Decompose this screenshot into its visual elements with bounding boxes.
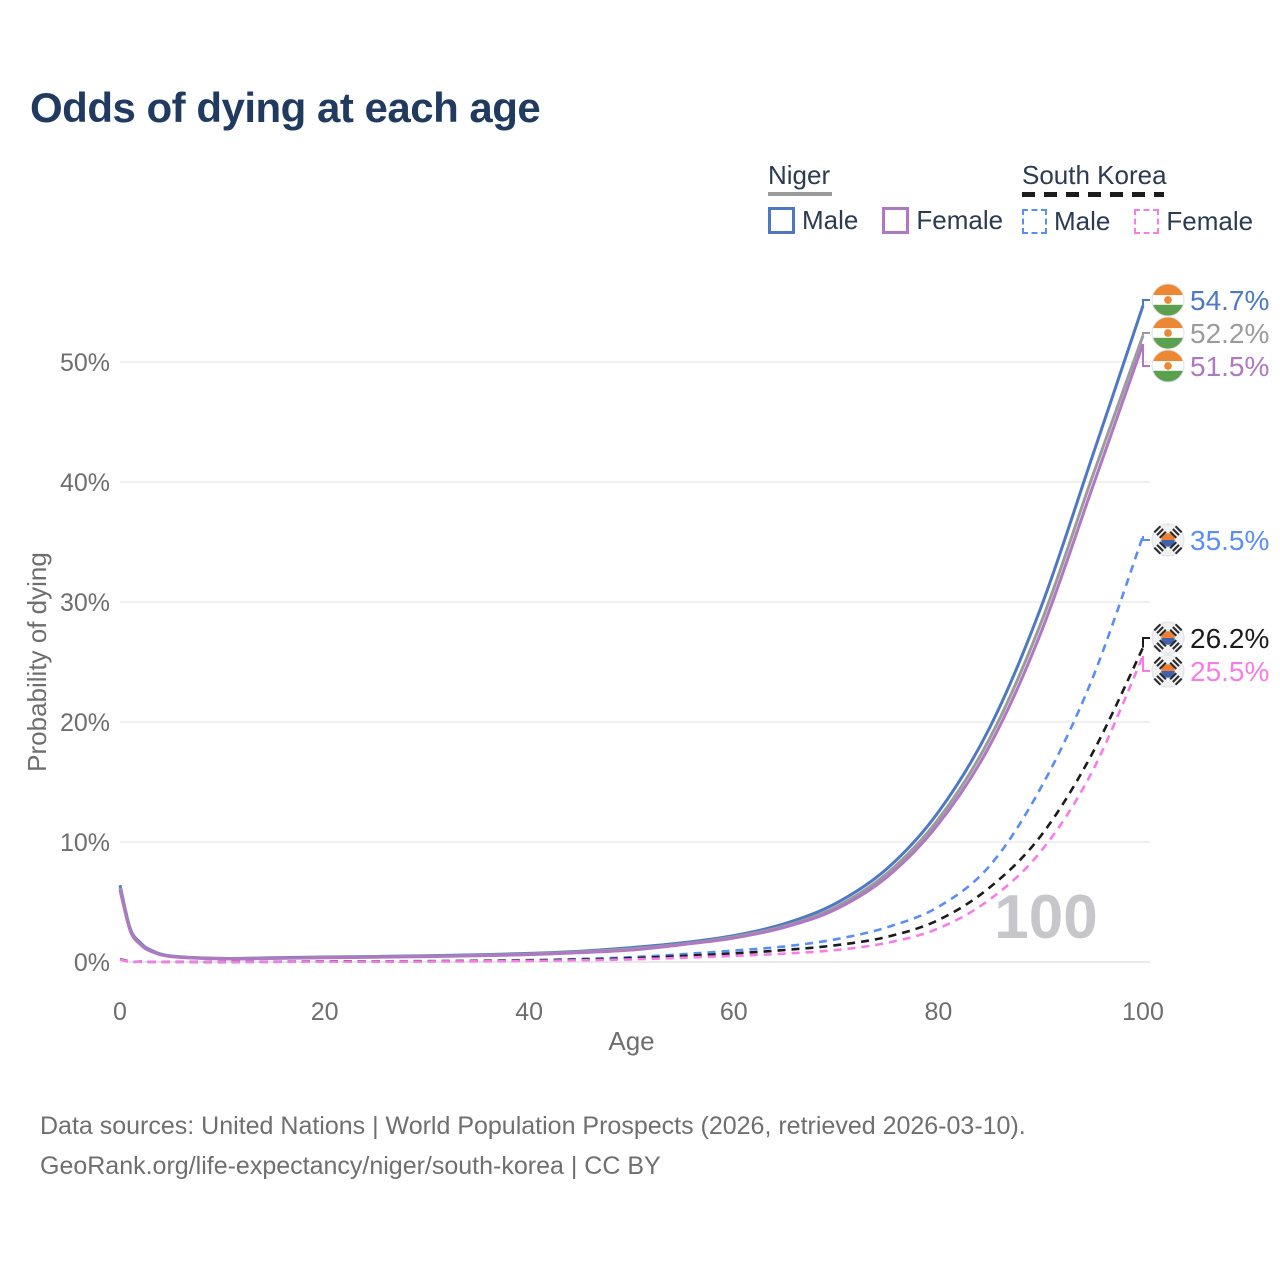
label-connector xyxy=(1142,344,1150,367)
end-label-niger-overall: 52.2% xyxy=(1142,316,1269,350)
end-label-south-korea-male: 35.5% xyxy=(1142,523,1269,557)
label-connector xyxy=(1142,332,1150,336)
legend-item-label: Female xyxy=(916,205,1004,235)
line-chart: 0% 10% 20% 30% 40% 50% 0 20 40 60 80 100 Age Probabil… xyxy=(22,283,1269,1056)
niger-flag-icon xyxy=(1152,350,1184,382)
label-connector xyxy=(1142,299,1150,306)
end-value-label: 52.2% xyxy=(1190,318,1269,349)
y-tick-label: 0% xyxy=(74,949,110,977)
niger-flag-icon xyxy=(1152,284,1184,316)
legend-item-south-korea-male[interactable]: Male xyxy=(1022,206,1110,237)
legend-item-south-korea-female[interactable]: Female xyxy=(1134,206,1253,237)
legend-group-niger-label: Niger xyxy=(768,160,831,190)
legend-group-niger: Niger Male Female xyxy=(768,160,1003,236)
x-tick-label: 0 xyxy=(113,998,127,1026)
x-tick-label: 60 xyxy=(720,998,748,1026)
series-line-niger-overall xyxy=(118,335,1145,961)
south-korea-male-swatch-icon xyxy=(1022,209,1047,234)
end-value-label: 54.7% xyxy=(1190,285,1269,316)
south-korea-flag-icon xyxy=(1151,654,1185,688)
legend-item-label: Female xyxy=(1166,206,1254,236)
y-tick-label: 40% xyxy=(60,469,110,497)
legend: Niger Male Female South Korea Male Femal… xyxy=(0,160,1280,250)
y-tick-label: 20% xyxy=(60,709,110,737)
watermark-age-counter: 100 xyxy=(994,883,1097,952)
legend-item-niger-male[interactable]: Male xyxy=(768,205,858,236)
niger-female-swatch-icon xyxy=(882,207,910,234)
attribution-line: GeoRank.org/life-expectancy/niger/south-… xyxy=(40,1152,661,1180)
footer: Data sources: United Nations | World Pop… xyxy=(40,1106,1026,1186)
y-axis-title: Probability of dying xyxy=(22,552,52,772)
x-tick-label: 80 xyxy=(924,998,952,1026)
legend-underline-dashed xyxy=(1022,192,1164,197)
end-value-label: 25.5% xyxy=(1190,656,1269,687)
niger-flag-icon xyxy=(1152,317,1184,349)
data-sources-line: Data sources: United Nations | World Pop… xyxy=(40,1112,1026,1140)
label-connector xyxy=(1142,637,1150,648)
label-connector xyxy=(1142,536,1150,541)
end-value-label: 35.5% xyxy=(1190,525,1269,556)
series-line-niger-female xyxy=(118,343,1145,961)
series-line-south-korea-female xyxy=(119,655,1145,964)
y-tick-label: 10% xyxy=(60,829,110,857)
series-line-niger-male xyxy=(118,305,1145,960)
niger-male-swatch-icon xyxy=(768,207,795,234)
south-korea-flag-icon xyxy=(1151,523,1185,557)
south-korea-female-swatch-icon xyxy=(1134,209,1160,234)
end-value-label: 26.2% xyxy=(1190,623,1269,654)
label-connector xyxy=(1142,656,1150,672)
y-tick-label: 30% xyxy=(60,589,110,617)
x-tick-label: 100 xyxy=(1122,998,1164,1026)
legend-item-label: Male xyxy=(802,205,859,235)
end-label-south-korea-overall: 26.2% xyxy=(1142,621,1269,655)
end-label-south-korea-female: 25.5% xyxy=(1142,654,1269,688)
y-tick-label: 50% xyxy=(60,349,110,377)
end-value-label: 51.5% xyxy=(1190,351,1269,382)
end-label-niger-female: 51.5% xyxy=(1142,344,1269,383)
series-line-south-korea-overall xyxy=(119,647,1145,964)
legend-item-niger-female[interactable]: Female xyxy=(882,205,1003,236)
legend-group-south-korea: South Korea Male Female xyxy=(1022,160,1253,237)
legend-underline-solid xyxy=(768,192,832,196)
legend-row-south-korea: Male Female xyxy=(1022,206,1253,237)
legend-group-south-korea-label: South Korea xyxy=(1022,160,1167,190)
legend-item-label: Male xyxy=(1054,206,1111,236)
page-title: Odds of dying at each age xyxy=(30,84,541,131)
legend-row-niger: Male Female xyxy=(768,205,1003,236)
end-label-niger-male: 54.7% xyxy=(1142,283,1269,317)
south-korea-flag-icon xyxy=(1151,621,1185,655)
x-axis-title: Age xyxy=(608,1026,654,1056)
x-tick-label: 40 xyxy=(515,998,543,1026)
x-tick-label: 20 xyxy=(311,998,339,1026)
